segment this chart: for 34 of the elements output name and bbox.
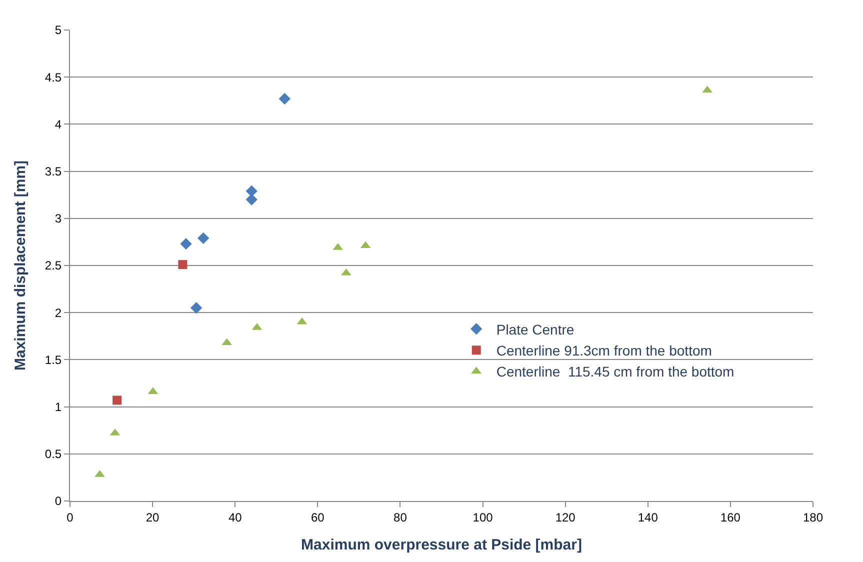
legend-label: Centerline 91.3cm from the bottom <box>496 342 712 359</box>
point <box>178 260 188 270</box>
y-tick-label: 2 <box>54 306 62 320</box>
x-tick-label: 140 <box>638 510 658 524</box>
x-tick-label: 80 <box>394 510 408 524</box>
y-tick-label: 0 <box>54 494 62 508</box>
y-tick-label: 5 <box>54 23 62 38</box>
x-tick-label: 160 <box>720 510 741 524</box>
x-tick-label: 0 <box>66 510 74 524</box>
x-tick-label: 100 <box>472 510 494 524</box>
point <box>112 396 122 405</box>
y-tick-label: 0.5 <box>44 447 62 462</box>
legend-label: Plate Centre <box>496 321 574 338</box>
y-tick-label: 2.5 <box>44 258 62 273</box>
point <box>246 185 258 197</box>
x-tick-label: 120 <box>555 510 576 524</box>
x-tick-label: 40 <box>228 510 242 524</box>
legend-label: Centerline 115.45 cm from the bottom <box>496 364 734 380</box>
y-axis-title: Maximum displacement [mm] <box>12 160 30 371</box>
point <box>190 302 202 314</box>
y-tick-label: 4.5 <box>44 70 62 84</box>
x-tick-label: 180 <box>802 510 824 524</box>
y-tick-label: 3.5 <box>44 164 62 178</box>
x-tick-label: 60 <box>310 510 325 524</box>
x-tick-label: 20 <box>146 510 160 524</box>
y-tick-label: 1 <box>54 400 62 414</box>
y-tick-label: 3 <box>54 212 62 226</box>
point <box>180 238 192 250</box>
y-tick-label: 4 <box>54 117 62 132</box>
point <box>278 92 290 105</box>
x-axis-title: Maximum overpressure at Pside [mbar] <box>301 536 582 554</box>
y-tick-label: 1.5 <box>44 352 62 367</box>
point <box>246 194 258 206</box>
point <box>197 232 210 244</box>
